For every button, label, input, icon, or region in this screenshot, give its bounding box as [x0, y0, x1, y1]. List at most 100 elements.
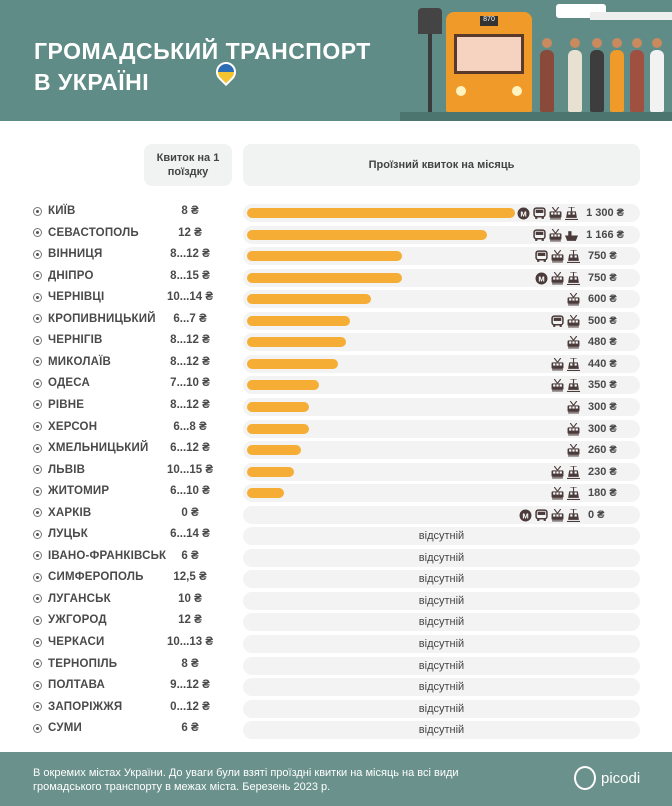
location-dot-icon — [33, 659, 42, 669]
location-dot-icon — [33, 529, 42, 539]
monthly-absent: відсутній — [418, 616, 465, 629]
monthly-price: 0 ₴ — [588, 508, 605, 521]
monthly-price: 1 166 ₴ — [586, 228, 624, 241]
city-name: ЧЕРНІГІВ — [33, 334, 103, 346]
monthly-price: 300 ₴ — [588, 400, 617, 413]
transport-types: 600 ₴ — [567, 290, 624, 308]
monthly-bar — [247, 423, 309, 434]
bar-track: відсутній — [243, 548, 640, 567]
svg-text:M: M — [538, 274, 544, 283]
bar-track: 260 ₴ — [243, 441, 640, 460]
location-dot-icon — [33, 702, 42, 712]
location-dot-icon — [33, 443, 42, 453]
location-dot-icon — [33, 680, 42, 690]
city-label: ПОЛТАВА — [48, 679, 106, 692]
trolleybus-icon — [567, 422, 580, 435]
table-row: ХМЕЛЬНИЦЬКИЙ 6...12 ₴ 260 ₴ — [0, 439, 672, 460]
table-row: ЛУЦЬК 6...14 ₴ відсутній — [0, 525, 672, 546]
bar-track: 230 ₴ — [243, 462, 640, 481]
city-name: ВІННИЦЯ — [33, 248, 102, 260]
city-name: ХМЕЛЬНИЦЬКИЙ — [33, 442, 148, 454]
title-line-2: В УКРАЇНІ — [34, 69, 150, 95]
location-dot-icon — [33, 335, 42, 345]
tram-icon — [567, 271, 580, 285]
location-dot-icon — [33, 594, 42, 604]
city-name: ЛУГАНСЬК — [33, 593, 111, 605]
bar-track: 750 ₴ — [243, 247, 640, 266]
city-name: ЛЬВІВ — [33, 464, 85, 476]
bar-track: 600 ₴ — [243, 290, 640, 309]
metro-icon: M — [517, 207, 530, 220]
metro-icon: M — [535, 272, 548, 285]
bar-track: 300 ₴ — [243, 419, 640, 438]
bus-icon — [535, 250, 548, 263]
city-label: ТЕРНОПІЛЬ — [48, 657, 118, 670]
city-name: СЕВАСТОПОЛЬ — [33, 227, 139, 239]
single-ticket-price: 10...14 ₴ — [166, 291, 214, 304]
city-label: СУМИ — [48, 722, 82, 735]
monthly-absent: відсутній — [418, 659, 465, 672]
monthly-absent: відсутній — [418, 681, 465, 694]
table-row: ХАРКІВ 0 ₴ M 0 ₴ — [0, 504, 672, 525]
street-lamp — [428, 12, 432, 120]
city-name: КИЇВ — [33, 205, 76, 217]
location-dot-icon — [33, 314, 42, 324]
monthly-price: 500 ₴ — [588, 314, 617, 327]
transport-types: 750 ₴ — [535, 247, 624, 265]
city-label: ВІННИЦЯ — [48, 248, 103, 261]
monthly-bar — [247, 272, 402, 283]
table-row: ХЕРСОН 6...8 ₴ 300 ₴ — [0, 418, 672, 439]
bar-track: відсутній — [243, 591, 640, 610]
bus-icon — [533, 228, 546, 241]
table-row: ОДЕСА 7...10 ₴ 350 ₴ — [0, 374, 672, 395]
person-illustration — [650, 38, 664, 112]
bus-icon — [535, 509, 548, 521]
tram-icon — [567, 249, 580, 264]
trolleybus-icon — [551, 357, 564, 371]
bus-icon — [551, 315, 564, 327]
city-name: ОДЕСА — [33, 377, 90, 389]
bar-track: 500 ₴ — [243, 311, 640, 330]
bus-stop-roof — [590, 12, 672, 20]
monthly-bar — [247, 294, 371, 305]
location-dot-icon — [33, 249, 42, 259]
trolleybus-icon — [551, 271, 564, 285]
column-header-monthly: Проїзний квиток на місяць — [243, 144, 640, 186]
city-label: ЛУЦЬК — [48, 528, 88, 541]
single-ticket-price: 0...12 ₴ — [170, 700, 210, 713]
bus-number: 870 — [480, 16, 498, 26]
single-ticket-price: 8...12 ₴ — [170, 398, 210, 411]
location-dot-icon — [33, 637, 42, 647]
single-ticket-price: 12,5 ₴ — [173, 571, 207, 584]
location-dot-icon — [33, 228, 42, 238]
header-banner: ГРОМАДСЬКИЙ ТРАНСПОРТ В УКРАЇНІ 870 — [0, 0, 672, 121]
single-ticket-price: 7...10 ₴ — [170, 377, 210, 390]
single-ticket-price: 6...14 ₴ — [170, 528, 210, 541]
single-ticket-price: 10 ₴ — [178, 592, 202, 605]
bus-icon — [533, 207, 546, 219]
city-name: ХАРКІВ — [33, 507, 91, 519]
tram-icon — [567, 378, 580, 393]
city-name: ЖИТОМИР — [33, 485, 109, 497]
city-name: КРОПИВНИЦЬКИЙ — [33, 313, 156, 325]
monthly-price: 1 300 ₴ — [586, 207, 624, 219]
bar-track: 300 ₴ — [243, 397, 640, 416]
single-ticket-price: 8 ₴ — [181, 205, 199, 217]
bar-track: 1 166 ₴ — [243, 225, 640, 244]
table-row: РІВНЕ 8...12 ₴ 300 ₴ — [0, 396, 672, 417]
monthly-absent: відсутній — [418, 702, 465, 715]
trolleybus-icon — [567, 443, 580, 457]
monthly-bar — [247, 337, 346, 348]
person-illustration — [630, 38, 644, 112]
city-label: ЛУГАНСЬК — [48, 592, 111, 605]
location-dot-icon — [33, 723, 42, 733]
transport-types: M 750 ₴ — [535, 269, 624, 287]
city-name: МИКОЛАЇВ — [33, 356, 111, 368]
bar-track: відсутній — [243, 570, 640, 589]
person-illustration — [568, 38, 582, 112]
city-label: СЕВАСТОПОЛЬ — [48, 226, 139, 239]
ferry-icon — [565, 229, 579, 241]
footer-note: В окремих містах України. До уваги були … — [33, 767, 459, 793]
city-label: ХМЕЛЬНИЦЬКИЙ — [48, 442, 149, 455]
monthly-bar — [247, 229, 488, 240]
